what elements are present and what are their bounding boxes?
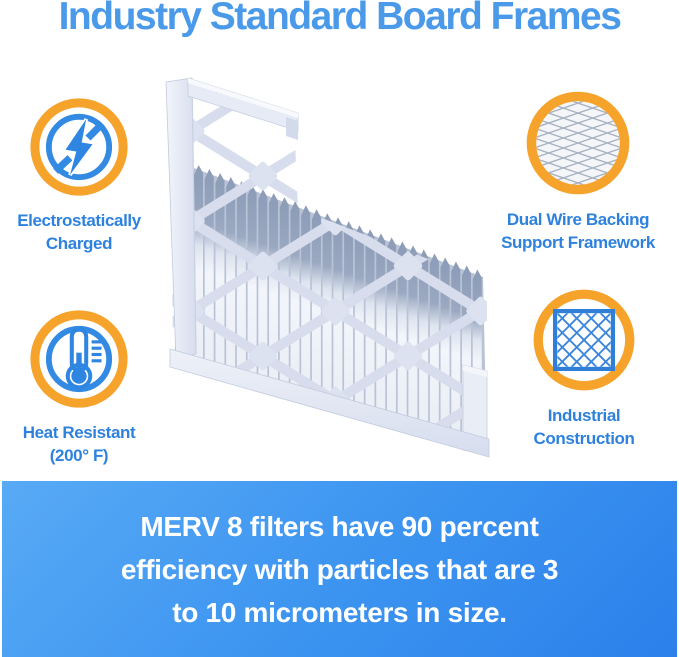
pleated-air-filter-image xyxy=(158,56,503,466)
banner: MERV 8 filters have 90 percent efficienc… xyxy=(2,481,677,657)
frame-top-bar-lip xyxy=(286,117,298,140)
lattice-grid-icon xyxy=(528,284,640,396)
feature-caption: Heat Resistant (200° F) xyxy=(22,423,136,465)
feature-dual-wire-backing: Dual Wire Backing Support Framework xyxy=(498,86,658,254)
feature-caption: Industrial Construction xyxy=(533,406,635,448)
page-title: Industry Standard Board Frames xyxy=(58,0,622,38)
feature-caption: Dual Wire Backing Support Framework xyxy=(501,210,655,252)
feature-heat-resistant: Heat Resistant (200° F) xyxy=(4,305,154,467)
feature-electrostatically-charged: Electrostatically Charged xyxy=(4,93,154,255)
banner-line: to 10 micrometers in size. xyxy=(172,596,507,628)
frame-bottom-bar xyxy=(169,348,490,458)
feature-industrial-construction: Industrial Construction xyxy=(504,284,664,450)
lightning-bolt-icon xyxy=(25,93,133,201)
wire-mesh-icon xyxy=(521,86,635,200)
banner-line: efficiency with particles that are 3 xyxy=(120,553,559,585)
frame-left-board xyxy=(165,77,197,361)
thermometer-icon xyxy=(25,305,133,413)
banner-line: MERV 8 filters have 90 percent xyxy=(140,510,539,542)
feature-caption: Electrostatically Charged xyxy=(17,211,141,253)
